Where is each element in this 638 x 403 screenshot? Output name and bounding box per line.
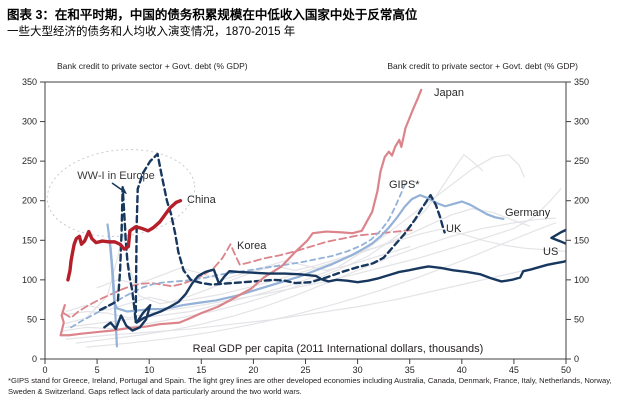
- y-tick-label-left: 150: [22, 235, 37, 245]
- y-axis-title-left: Bank credit to private sector + Govt. de…: [57, 61, 248, 71]
- grey-line: [86, 222, 557, 348]
- y-tick-label-left: 250: [22, 156, 37, 166]
- series-line-china: [66, 199, 183, 282]
- wwi-ellipse: [46, 149, 196, 237]
- wwi-label: WW-I in Europe: [77, 170, 154, 182]
- y-tick-label-left: 300: [22, 117, 37, 127]
- page-subtitle: 一些大型经济的债务和人均收入演变情况，1870-2015 年: [7, 26, 296, 38]
- series-label-gips: GIPS*: [389, 179, 420, 191]
- grey-line: [65, 228, 566, 313]
- grey-line: [60, 154, 484, 332]
- x-tick-label: 5: [95, 365, 100, 375]
- y-tick-label-left: 100: [22, 275, 37, 285]
- x-tick-label: 45: [509, 365, 519, 375]
- y-tick-label-right: 250: [574, 156, 589, 166]
- series-label-germany: Germany: [505, 207, 551, 219]
- series-line-gips: [70, 180, 408, 329]
- y-axis-title-right: Bank credit to private sector + Govt. de…: [387, 61, 578, 71]
- y-tick-label-right: 150: [574, 235, 589, 245]
- series-line-uk: [99, 152, 446, 324]
- wwi-annotation: WW-I in Europe: [46, 149, 196, 237]
- grey-line: [65, 154, 525, 328]
- x-tick-label: 0: [42, 365, 47, 375]
- y-tick-label-right: 50: [574, 314, 584, 324]
- y-tick-label-left: 50: [27, 314, 37, 324]
- x-tick-label: 25: [300, 365, 310, 375]
- grey-line: [65, 263, 557, 340]
- series-label-japan: Japan: [434, 87, 464, 99]
- y-tick-label-right: 200: [574, 196, 589, 206]
- grey-line: [75, 217, 557, 344]
- wwi-arrow: [111, 182, 123, 191]
- y-tick-label-right: 300: [574, 117, 589, 127]
- x-tick-label: 15: [196, 365, 206, 375]
- y-tick-label-right: 350: [574, 77, 589, 87]
- x-tick-label: 50: [561, 365, 571, 375]
- page-title: 图表 3：在和平时期，中国的债务积累规模在中低收入国家中处于反常高位: [7, 8, 418, 22]
- series-line-japan: [59, 88, 423, 337]
- y-tick-label-left: 200: [22, 196, 37, 206]
- series-line-germany: [106, 194, 505, 348]
- x-tick-label: 40: [457, 365, 467, 375]
- series-label-us: US: [543, 246, 558, 258]
- x-tick-label: 35: [405, 365, 415, 375]
- series-line-us: [550, 228, 566, 245]
- series-lines: [59, 88, 566, 348]
- y-tick-label-right: 0: [574, 354, 579, 364]
- x-tick-label: 10: [144, 365, 154, 375]
- grey-line: [60, 188, 562, 319]
- series-label-china: China: [187, 194, 217, 206]
- series-label-korea: Korea: [237, 240, 267, 252]
- x-axis-title: Real GDP per capita (2011 International …: [193, 343, 484, 355]
- y-tick-label-left: 0: [32, 354, 37, 364]
- y-tick-label-right: 100: [574, 275, 589, 285]
- footnote: *GIPS stand for Greece, Ireland, Portuga…: [8, 376, 612, 396]
- x-tick-label: 30: [353, 365, 363, 375]
- series-line-us: [103, 259, 566, 332]
- x-tick-label: 20: [248, 365, 258, 375]
- series-label-uk: UK: [446, 223, 462, 235]
- series-labels: Korea GIPS* Germany UK Japan US China: [187, 87, 558, 258]
- y-tick-label-left: 350: [22, 77, 37, 87]
- wwi-arrow-head: [120, 188, 127, 194]
